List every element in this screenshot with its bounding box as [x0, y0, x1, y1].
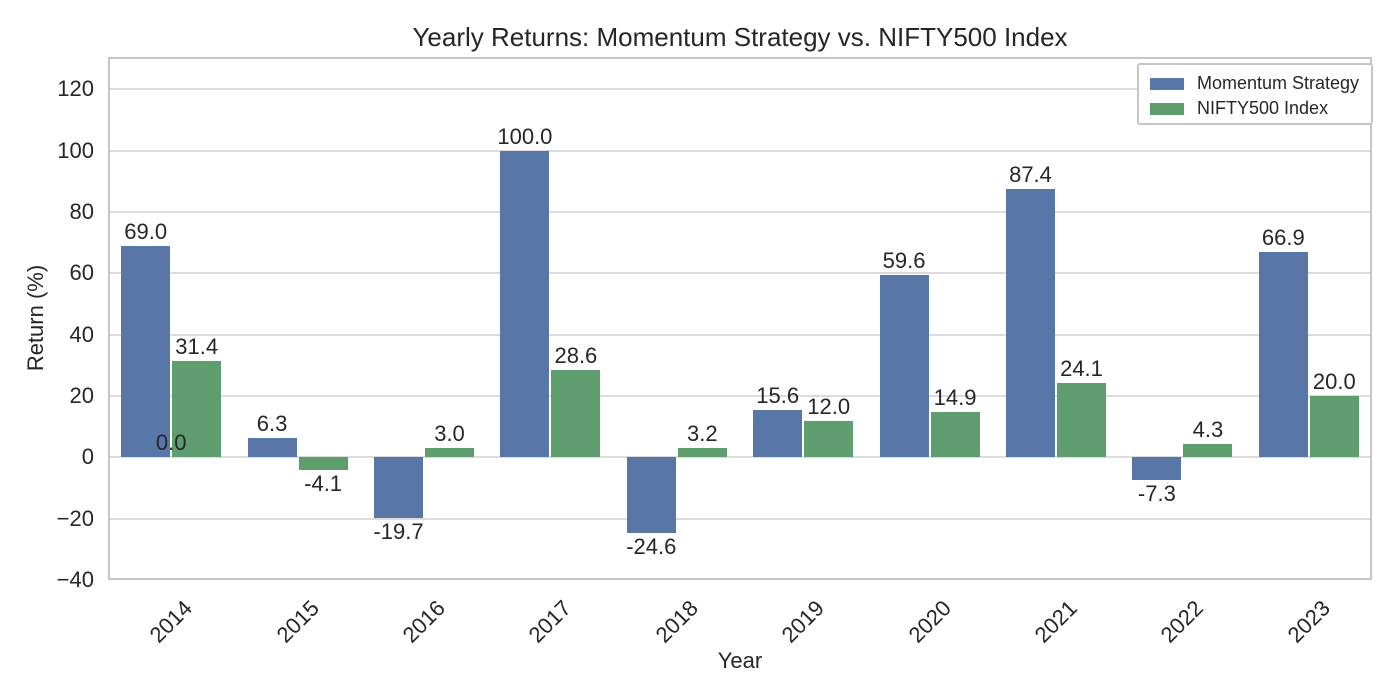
bar-value-label: 24.1 [1060, 356, 1103, 382]
bar-momentum-2017 [500, 150, 550, 458]
bar-momentum-2023 [1258, 252, 1308, 458]
bar-value-label: -24.6 [626, 533, 677, 559]
bar-nifty-2021 [1057, 383, 1106, 458]
bar-value-label: 15.6 [756, 382, 800, 408]
bar-value-label: 31.4 [175, 334, 219, 360]
y-tick-label--40: −40 [56, 567, 94, 592]
y-tick-label-80: 80 [69, 199, 94, 225]
gridline [110, 395, 1370, 398]
legend-swatch-momentum-icon [1150, 77, 1184, 90]
bar-value-label: 3.2 [687, 420, 718, 446]
gridline [110, 211, 1370, 214]
bar-value-label: 14.9 [933, 384, 977, 410]
y-tick-label-60: 60 [69, 260, 94, 286]
y-tick-label-0: 0 [81, 444, 94, 470]
x-tick-label-2021: 2021 [1029, 595, 1082, 648]
bar-nifty-2017 [551, 369, 601, 458]
plot-area [108, 57, 1372, 580]
bar-nifty-2019 [804, 420, 854, 458]
bar-momentum-2016 [374, 457, 423, 518]
x-tick-label-2017: 2017 [524, 595, 577, 648]
gridline [110, 517, 1370, 520]
gridline [110, 333, 1370, 336]
bar-momentum-2019 [753, 409, 803, 458]
bar-momentum-2021 [1006, 189, 1055, 458]
x-tick-label-2014: 2014 [144, 595, 198, 648]
x-tick-label-2022: 2022 [1156, 595, 1209, 648]
bar-value-label: -4.1 [304, 470, 343, 496]
bar-nifty-2023 [1309, 396, 1359, 458]
bar-value-label: 3.0 [434, 421, 465, 447]
legend-swatch-nifty-icon [1150, 102, 1184, 115]
chart-title: Yearly Returns: Momentum Strategy vs. NI… [412, 22, 1068, 52]
bar-value-label: 69.0 [124, 218, 168, 244]
x-tick-label-2023: 2023 [1282, 595, 1335, 648]
x-axis-label: Year [717, 648, 763, 673]
bar-value-label: 4.3 [1192, 417, 1224, 443]
legend-item-momentum: Momentum Strategy [1150, 71, 1371, 96]
bar-nifty-2015 [298, 457, 348, 470]
y-tick-label-20: 20 [69, 383, 94, 409]
bar-value-label: 6.3 [256, 411, 288, 437]
bar-nifty-2018 [677, 447, 727, 458]
bar-value-label: 66.9 [1261, 225, 1305, 251]
x-tick-label-2018: 2018 [650, 595, 703, 648]
legend-item-nifty: NIFTY500 Index [1150, 96, 1371, 121]
bar-value-label: 12.0 [807, 393, 851, 419]
bar-momentum-2022 [1132, 457, 1182, 480]
y-tick-label--20: −20 [56, 505, 94, 531]
bar-value-label: 20.0 [1312, 369, 1356, 395]
x-tick-label-2015: 2015 [271, 595, 324, 648]
bar-value-label: 100.0 [497, 123, 553, 149]
gridline [110, 456, 1370, 459]
gridline [110, 272, 1370, 275]
bar-value-label: 59.6 [882, 247, 926, 273]
bar-momentum-2014 [121, 245, 171, 458]
bar-nifty-2016 [425, 448, 474, 458]
y-tick-label-120: 120 [57, 76, 94, 102]
bar-nifty-2020 [930, 411, 980, 458]
y-tick-label-40: 40 [69, 321, 94, 347]
bar-value-label: -7.3 [1137, 480, 1176, 506]
bar-value-label: 87.4 [1009, 162, 1052, 188]
legend: Momentum Strategy NIFTY500 Index [1137, 63, 1373, 125]
x-tick-label-2016: 2016 [397, 595, 450, 648]
legend-label-momentum: Momentum Strategy [1197, 73, 1360, 93]
bar-momentum-2018 [626, 457, 676, 533]
gridline [110, 149, 1370, 152]
bar-value-label: -19.7 [373, 518, 424, 544]
bar-momentum-2015 [247, 438, 297, 458]
y-tick-label-100: 100 [57, 137, 94, 163]
bar-momentum-2020 [879, 274, 929, 458]
bar-value-label: 28.6 [554, 342, 598, 368]
bar-nifty-2022 [1183, 444, 1233, 458]
extra-value-label: 0.0 [155, 430, 187, 456]
legend-label-nifty: NIFTY500 Index [1197, 98, 1329, 118]
gridline [110, 88, 1370, 91]
x-tick-label-2019: 2019 [776, 595, 830, 648]
bar-nifty-2014 [172, 361, 222, 458]
x-tick-label-2020: 2020 [903, 595, 956, 648]
